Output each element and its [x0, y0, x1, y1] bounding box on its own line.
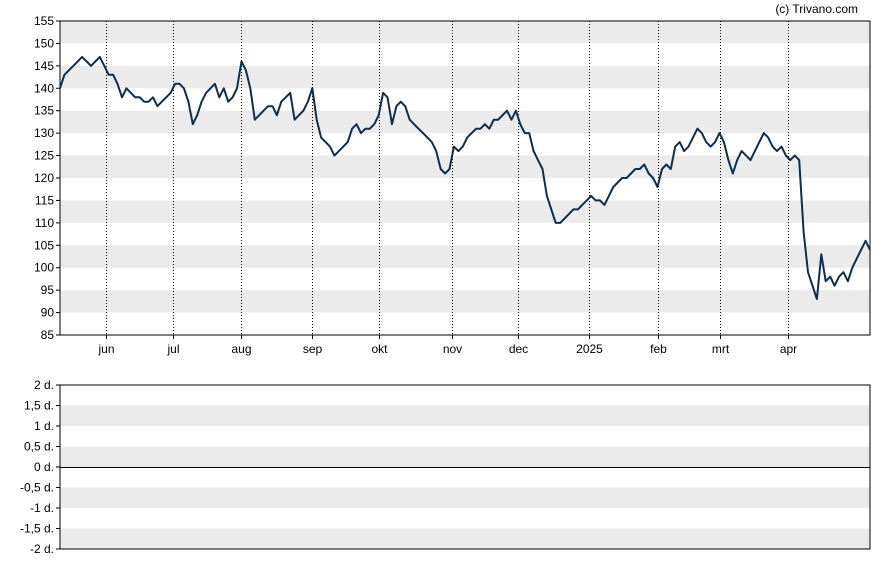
main-grid-bands	[60, 21, 870, 313]
grid-band	[60, 200, 870, 223]
indicator-chart: 2 d. 1,5 d. 1 d. 0,5 d. 0 d. -0,5 d. -1 d. -1,5…	[20, 378, 871, 556]
y-tick-label: -0,5 d.	[20, 481, 54, 495]
y-tick-label: 85	[41, 328, 55, 342]
y-tick-label: 2 d.	[34, 378, 54, 392]
grid-band	[60, 110, 870, 134]
grid-band	[60, 65, 870, 89]
y-tick-label: 90	[41, 306, 55, 320]
y-tick-label: 155	[34, 14, 54, 28]
x-tick-label: 2025	[576, 342, 603, 356]
grid-band	[60, 155, 870, 178]
y-tick-label: 110	[35, 216, 54, 230]
y-tick-label: 1,5 d.	[24, 399, 54, 413]
y-tick-label: 130	[34, 126, 54, 140]
y-tick-label: 120	[34, 171, 54, 185]
y-tick-label: 140	[34, 81, 54, 95]
grid-band	[60, 21, 870, 44]
grid-band	[60, 446, 870, 467]
grid-band	[60, 487, 870, 508]
grid-band	[60, 245, 870, 268]
x-tick-label: apr	[780, 342, 797, 356]
x-tick-label: aug	[231, 342, 251, 356]
month-gridlines	[106, 21, 789, 335]
copyright-label: (c) Trivano.com	[775, 2, 858, 16]
x-tick-label: dec	[509, 342, 528, 356]
x-tick-label: jul	[166, 342, 179, 356]
y-tick-label: 115	[35, 193, 54, 207]
indicator-y-axis: 2 d. 1,5 d. 1 d. 0,5 d. 0 d. -0,5 d. -1 d. -1,5…	[20, 378, 60, 556]
x-tick-label: nov	[443, 342, 462, 356]
y-tick-label: 95	[41, 283, 55, 297]
x-tick-label: feb	[650, 342, 667, 356]
main-chart: 155 150 145 140 135 130 125 120 115 110 105 100 95 90…	[34, 14, 871, 356]
y-tick-label: 135	[34, 104, 54, 118]
y-tick-label: -1,5 d.	[20, 522, 54, 536]
x-tick-label: mrt	[712, 342, 730, 356]
y-tick-label: -1 d.	[30, 501, 54, 515]
y-tick-label: -2 d.	[30, 542, 54, 556]
y-tick-label: 0,5 d.	[24, 440, 54, 454]
grid-band	[60, 405, 870, 426]
y-tick-label: 125	[34, 149, 54, 163]
indicator-grid-bands	[60, 405, 870, 549]
y-tick-label: 145	[34, 59, 54, 73]
x-tick-label: okt	[371, 342, 388, 356]
price-line	[59, 55, 871, 301]
y-tick-label: 0 d.	[34, 460, 54, 474]
y-tick-label: 105	[34, 238, 54, 252]
y-tick-label: 100	[34, 261, 54, 275]
x-tick-label: jun	[97, 342, 114, 356]
y-tick-label: 150	[34, 36, 54, 50]
main-x-axis: jun jul aug sep okt nov dec 2025 feb mrt apr	[97, 335, 797, 356]
grid-band	[60, 528, 870, 549]
y-tick-label: 1 d.	[34, 419, 54, 433]
x-tick-label: sep	[303, 342, 323, 356]
grid-band	[60, 290, 870, 313]
main-y-axis: 155 150 145 140 135 130 125 120 115 110 105 100 95 90…	[34, 14, 60, 342]
